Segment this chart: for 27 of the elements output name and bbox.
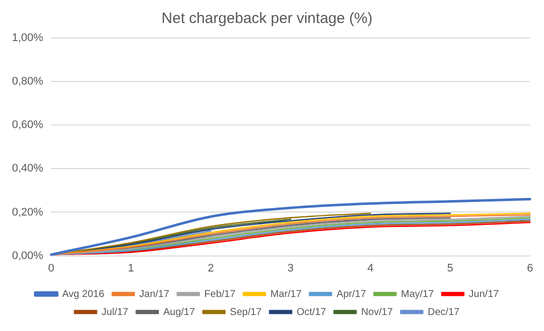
x-tick-label: 5 [447, 262, 454, 274]
x-tick-label: 1 [128, 262, 134, 274]
x-tick-label: 2 [208, 262, 214, 274]
x-tick-label: 3 [288, 262, 294, 274]
legend-label: Jan/17 [139, 288, 170, 300]
x-tick-label: 0 [48, 262, 54, 274]
legend-label: Mar/17 [270, 288, 302, 300]
legend-label: Avg 2016 [62, 288, 105, 300]
chart-title: Net chargeback per vintage (%) [162, 10, 372, 28]
legend-label: May/17 [401, 288, 434, 300]
y-tick-label: 0,80% [12, 76, 44, 88]
legend-label: Aug/17 [163, 306, 196, 318]
legend-label: Sep/17 [230, 306, 262, 318]
y-tick-label: 0,00% [12, 250, 44, 262]
legend-label: Oct/17 [296, 306, 327, 318]
y-tick-label: 0,60% [12, 119, 44, 132]
x-tick-label: 6 [526, 262, 534, 274]
legend-label: Jun/17 [468, 288, 500, 300]
x-tick-label: 4 [367, 262, 374, 274]
y-tick-label: 0,40% [12, 162, 44, 175]
y-tick-label: 1,00% [12, 32, 44, 44]
legend-label: Feb/17 [204, 288, 236, 300]
legend-label: Nov/17 [361, 306, 394, 318]
legend-label: Jul/17 [102, 306, 129, 318]
legend-label: Dec/17 [428, 306, 460, 318]
y-tick-label: 0,20% [12, 206, 44, 218]
legend-label: Apr/17 [336, 288, 366, 300]
